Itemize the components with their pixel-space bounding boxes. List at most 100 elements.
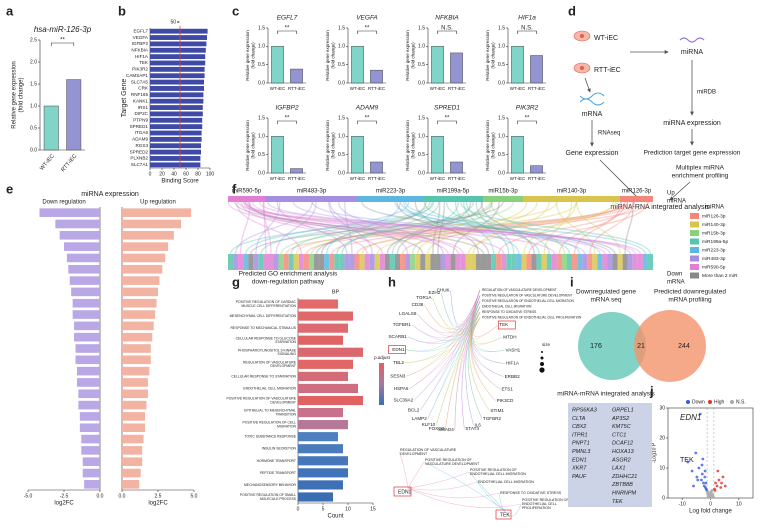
- significance-bracket: [437, 120, 457, 124]
- legend-title: miRNA: [705, 205, 724, 211]
- step-label: miRDB: [697, 90, 716, 96]
- y-tick-label: 0.5: [498, 62, 505, 68]
- y-tick-label: SPRED1: [130, 124, 149, 129]
- y-tick-label: 10: [659, 465, 665, 471]
- bar: [150, 124, 203, 130]
- link: [258, 201, 636, 255]
- bar: [78, 400, 100, 410]
- panel-letter: j: [649, 383, 654, 398]
- bar: [122, 480, 140, 489]
- link: [391, 201, 459, 255]
- mrna-segment: [577, 254, 583, 270]
- y-tick-label: 1.0: [498, 134, 505, 140]
- chart-title: NFKBIA: [435, 15, 458, 22]
- panel-letter: a: [6, 3, 14, 18]
- y-tick-label: 0.5: [30, 125, 37, 131]
- mrna-segment: [486, 254, 492, 270]
- link: [295, 201, 558, 255]
- gene-label: PIK3CD: [497, 398, 514, 403]
- gene-label: SESN3: [390, 373, 406, 378]
- link: [251, 201, 505, 255]
- significance-bracket: [357, 30, 377, 34]
- annotation: TEK: [680, 457, 694, 464]
- gene-item: EDN1: [572, 457, 587, 463]
- mrna-segment: [389, 254, 395, 270]
- gene-item: ZDHHC21: [611, 474, 637, 480]
- size-swatch: [540, 356, 544, 360]
- panel-letter: e: [6, 181, 13, 196]
- edge: [471, 289, 505, 364]
- y-tick-label: 1.0: [338, 44, 345, 50]
- mirna-segment: [265, 196, 358, 202]
- bar: [298, 311, 353, 321]
- link: [245, 201, 410, 255]
- chart-title: hsa-miR-126-3p: [34, 25, 92, 34]
- link: [329, 201, 409, 255]
- y-tick-label: 1.0: [258, 134, 265, 140]
- gene-item: PMNL3: [572, 449, 591, 455]
- gene-item: GRPEL1: [612, 407, 634, 413]
- bar: [150, 143, 201, 149]
- bar: [530, 55, 543, 84]
- mirna-segment: [620, 196, 653, 202]
- bar: [150, 98, 204, 104]
- x-tick-label: 100: [206, 171, 215, 177]
- mrna-segment: [455, 254, 461, 270]
- y-tick-label: 0.5: [338, 152, 345, 158]
- bar: [370, 161, 383, 174]
- bar: [290, 68, 303, 84]
- link: [475, 201, 515, 255]
- side-label: Down: [667, 272, 682, 278]
- x-tick-label: RTT-iEC: [288, 86, 306, 91]
- legend-label: miR15b-3p: [702, 230, 726, 236]
- y-tick-label: POSITIVE REGULATION OF VASCULATURE DEVELO…: [226, 397, 296, 405]
- point: [717, 478, 721, 482]
- point: [708, 496, 712, 499]
- term-label: RESPONSE TO OXIDATIVE STRESS: [500, 491, 562, 495]
- point: [700, 472, 704, 476]
- bar: [298, 407, 343, 418]
- point: [703, 475, 707, 479]
- y-tick-label: ENDOTHELIAL CELL MIGRATION: [243, 386, 296, 390]
- x-tick-label: RTT-iEC: [528, 176, 546, 181]
- bar: [122, 230, 174, 240]
- legend-swatch: [730, 400, 734, 404]
- y-axis-label: (fold change): [491, 132, 496, 159]
- mrna-segment: [298, 254, 304, 270]
- mrna-segment: [475, 254, 481, 270]
- mrna-segment: [354, 254, 360, 270]
- bar: [81, 434, 100, 444]
- mrna-segment: [329, 254, 335, 270]
- gene-item: HNRNPM: [612, 490, 637, 496]
- gene-box: [393, 486, 412, 497]
- bar: [122, 434, 144, 444]
- y-tick-label: 0.5: [498, 152, 505, 158]
- link: [401, 201, 622, 255]
- point: [702, 481, 705, 485]
- mirna-label: miR590-5p: [232, 189, 262, 195]
- mirna-label: miR223-3p: [376, 189, 406, 195]
- mrna-segment: [293, 254, 299, 270]
- gene-item: PNPT1: [572, 441, 590, 447]
- venn-count: 21: [637, 343, 645, 350]
- significance: **: [445, 116, 450, 122]
- y-tick-label: SPRED2: [130, 149, 149, 154]
- y-tick-label: POSITIVE REGULATION OF SMALL MOLECULE PRO…: [240, 493, 297, 501]
- node: miRNA expression: [663, 120, 721, 127]
- bar: [150, 149, 201, 155]
- gene-label: ERBB2: [505, 374, 521, 379]
- mrna-segment: [314, 254, 320, 270]
- x-tick-label: RTT-iEC: [528, 86, 546, 91]
- y-tick-label: NFKBIA: [131, 47, 149, 52]
- bar: [74, 332, 100, 342]
- x-tick-label: WT-iEC: [430, 176, 446, 181]
- mrna-segment: [460, 254, 466, 270]
- term-label-small: ENDOTHELIAL CELL MIGRATION: [482, 304, 532, 308]
- gene-label: BCL2: [408, 408, 420, 413]
- mrna-segment: [308, 254, 315, 270]
- chart-title: Predicted GO enrichment analysis: [239, 271, 338, 278]
- mirna-segment: [523, 196, 620, 202]
- gene-label: LAMP2: [412, 416, 428, 421]
- link: [624, 201, 635, 255]
